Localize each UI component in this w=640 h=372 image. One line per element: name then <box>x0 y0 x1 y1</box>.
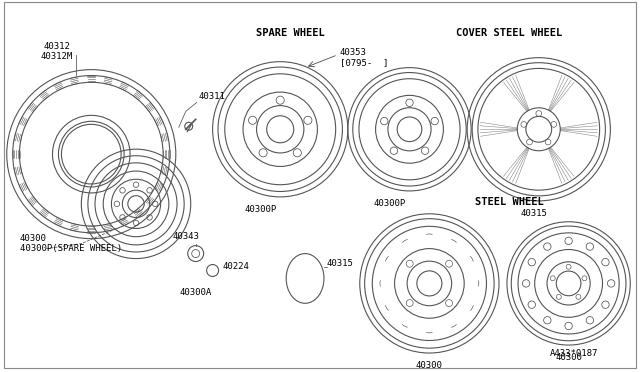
Text: 40300A: 40300A <box>180 288 212 297</box>
Text: COVER STEEL WHEEL: COVER STEEL WHEEL <box>456 28 562 38</box>
Text: 40300: 40300 <box>555 353 582 362</box>
Text: 40300P: 40300P <box>374 199 406 208</box>
Text: 40300
40300P(SPARE WHEEL): 40300 40300P(SPARE WHEEL) <box>20 234 122 253</box>
Text: 40353
[0795-  ]: 40353 [0795- ] <box>340 48 388 67</box>
Text: 40300P: 40300P <box>244 205 276 214</box>
Text: 40315: 40315 <box>327 259 354 268</box>
Text: A433*0187: A433*0187 <box>550 349 598 358</box>
Text: STEEL WHEEL: STEEL WHEEL <box>475 197 543 207</box>
Text: 40300: 40300 <box>416 361 443 370</box>
Text: SPARE WHEEL: SPARE WHEEL <box>256 28 324 38</box>
Text: 40312
40312M: 40312 40312M <box>40 42 72 61</box>
Text: 40224: 40224 <box>223 262 250 271</box>
Text: 40311: 40311 <box>198 93 225 102</box>
Text: 40315: 40315 <box>520 209 547 218</box>
Text: 40343: 40343 <box>172 232 199 241</box>
